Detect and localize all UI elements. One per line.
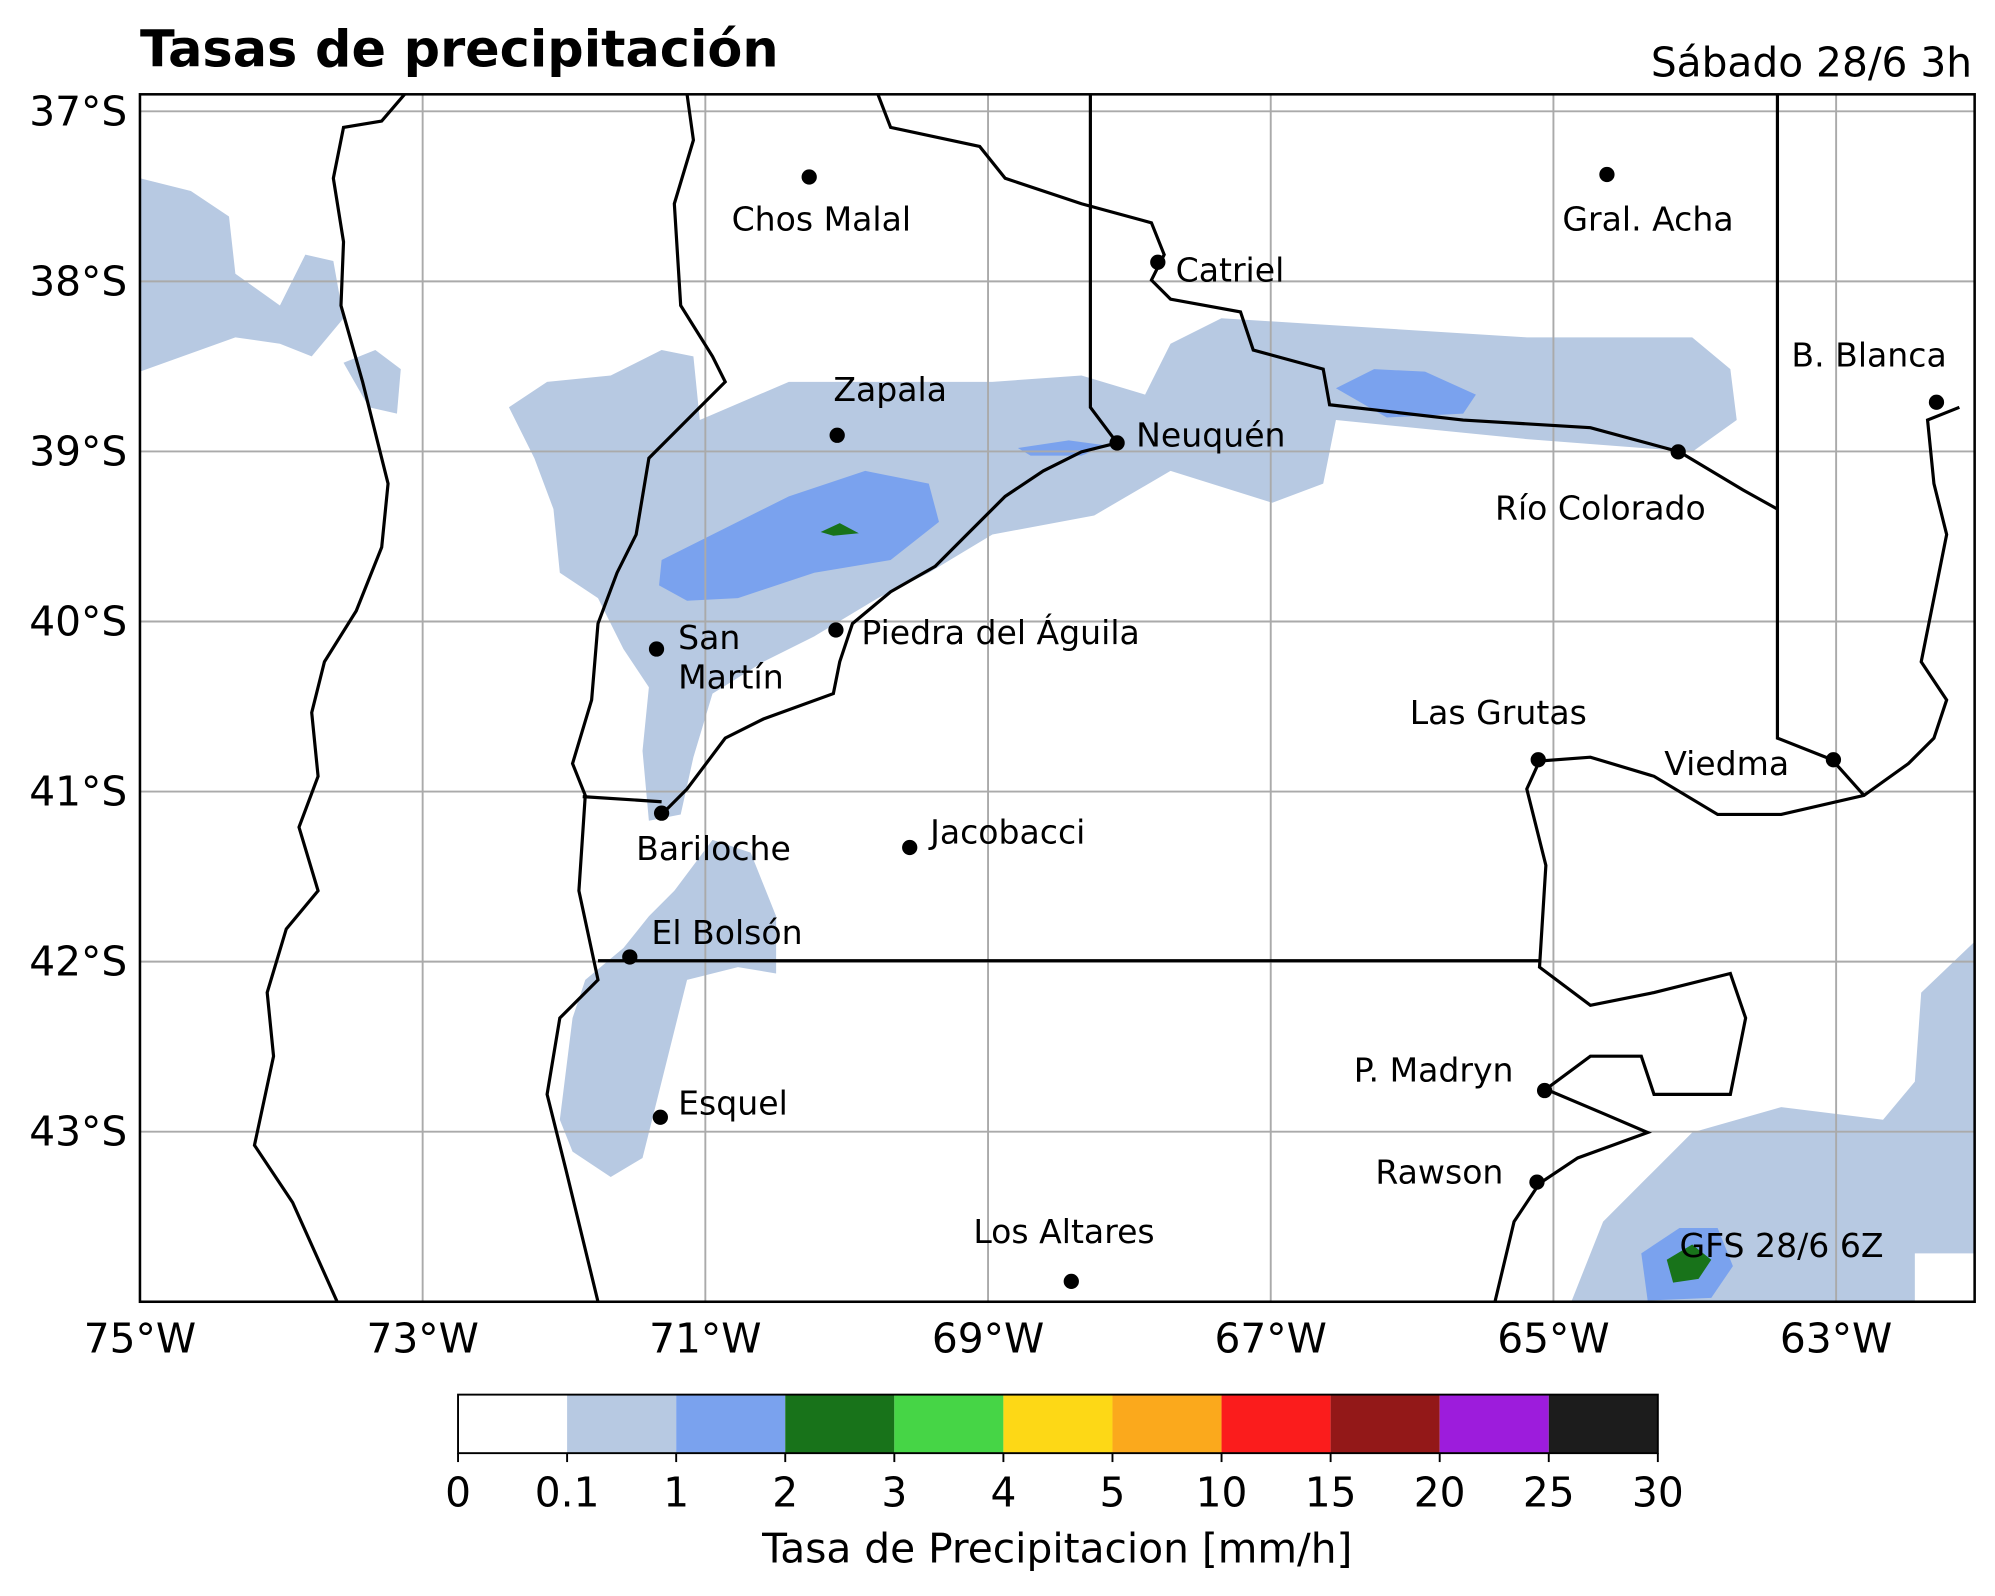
city-label: Viedma — [1664, 744, 1789, 783]
city-marker — [1928, 394, 1945, 410]
model-annotation: GFS 28/6 6Z — [1679, 1226, 1883, 1265]
title: Tasas de precipitación — [140, 20, 779, 79]
colorbar-tick-label: 20 — [1414, 1469, 1466, 1517]
city-label: Rawson — [1375, 1152, 1503, 1191]
city-marker — [828, 622, 844, 638]
colorbar-tick-label: 25 — [1523, 1469, 1575, 1517]
colorbar-tick-label: 30 — [1632, 1469, 1684, 1517]
city-marker — [648, 641, 665, 657]
y-tick-label: 41°S — [29, 768, 127, 816]
city-marker — [1063, 1273, 1079, 1290]
city-label: Chos Malal — [732, 199, 912, 238]
colorbar: 0 0.1 1 2 3 4 5 10 15 20 25 30 — [445, 1393, 1684, 1517]
city-label: Zapala — [833, 370, 947, 409]
y-tick-label: 37°S — [29, 87, 127, 135]
colorbar-segment — [567, 1394, 677, 1454]
precip-heavy — [820, 523, 1712, 1283]
colorbar-segment — [1439, 1394, 1549, 1454]
city-label: Neuquén — [1136, 416, 1285, 455]
city-marker — [1599, 166, 1615, 183]
y-tick-label: 38°S — [29, 257, 127, 305]
city-label: El Bolsón — [651, 913, 802, 952]
city-label: Bariloche — [636, 829, 791, 868]
city-marker — [1670, 444, 1686, 460]
coastlines — [252, 94, 1960, 1302]
city-label: Jacobacci — [928, 813, 1085, 852]
colorbar-tick-label: 4 — [990, 1469, 1016, 1517]
colorbar-segment — [894, 1394, 1004, 1454]
city-label: Catriel — [1176, 250, 1285, 289]
colorbar-segment — [676, 1394, 786, 1454]
precip-light — [139, 178, 1975, 1302]
colorbar-tick-label: 1 — [663, 1469, 689, 1517]
city-marker — [902, 839, 918, 856]
city-label: Esquel — [678, 1084, 788, 1123]
x-tick-label: 69°W — [932, 1315, 1044, 1363]
x-tick-label: 71°W — [649, 1315, 761, 1363]
colorbar-tick-label: 2 — [772, 1469, 798, 1517]
map-frame — [138, 93, 1976, 1304]
city-marker — [801, 169, 817, 185]
colorbar-segment — [1330, 1394, 1440, 1454]
grid — [139, 94, 1975, 1302]
colorbar-segment — [1221, 1394, 1331, 1454]
colorbar-tick-label: 10 — [1196, 1469, 1248, 1517]
colorbar-segment — [1548, 1394, 1658, 1454]
colorbar-tick-label: 15 — [1305, 1469, 1357, 1517]
x-tick-label: 65°W — [1497, 1315, 1609, 1363]
city-marker — [652, 1109, 668, 1125]
x-tick-label: 73°W — [366, 1315, 478, 1363]
city-label: Las Grutas — [1410, 693, 1587, 732]
x-tick-label: 75°W — [84, 1315, 196, 1363]
y-tick-label: 42°S — [29, 938, 127, 986]
colorbar-tick-label: 0 — [445, 1469, 471, 1517]
city-label: Los Altares — [973, 1212, 1154, 1251]
colorbar-label: Tasa de Precipitacion [mm/h] — [761, 1525, 1352, 1573]
city-marker — [1109, 435, 1125, 451]
colorbar-segment — [1003, 1394, 1113, 1454]
city-label: San Martín — [678, 618, 784, 696]
city-marker — [1536, 1082, 1553, 1099]
colorbar-tick-label: 0.1 — [535, 1469, 600, 1517]
x-tick-label: 67°W — [1215, 1315, 1327, 1363]
city-marker — [622, 949, 638, 965]
y-tick-label: 40°S — [29, 597, 127, 645]
map-area — [139, 94, 1975, 1302]
colorbar-tick-label: 3 — [881, 1469, 907, 1517]
colorbar-tick-label: 5 — [1100, 1469, 1126, 1517]
city-marker — [1825, 752, 1842, 768]
city-marker — [1150, 254, 1166, 270]
colorbar-segment — [785, 1394, 895, 1454]
subtitle: Sábado 28/6 3h — [1651, 39, 1972, 87]
city-label: B. Blanca — [1791, 336, 1946, 375]
city-marker — [653, 805, 670, 821]
city-label: Piedra del Águila — [861, 612, 1139, 652]
y-tick-label: 43°S — [29, 1108, 127, 1156]
colorbar-segment — [1112, 1394, 1222, 1454]
city-marker — [829, 427, 845, 443]
y-tick-label: 39°S — [29, 427, 127, 475]
city-marker — [1529, 1174, 1545, 1190]
x-tick-label: 63°W — [1780, 1315, 1892, 1363]
city-label: Gral. Acha — [1562, 199, 1733, 238]
city-label: Río Colorado — [1495, 488, 1706, 527]
colorbar-frame — [457, 1393, 1659, 1455]
colorbar-segment — [458, 1394, 568, 1454]
city-label: P. Madryn — [1354, 1051, 1514, 1090]
city-marker — [1530, 752, 1546, 768]
